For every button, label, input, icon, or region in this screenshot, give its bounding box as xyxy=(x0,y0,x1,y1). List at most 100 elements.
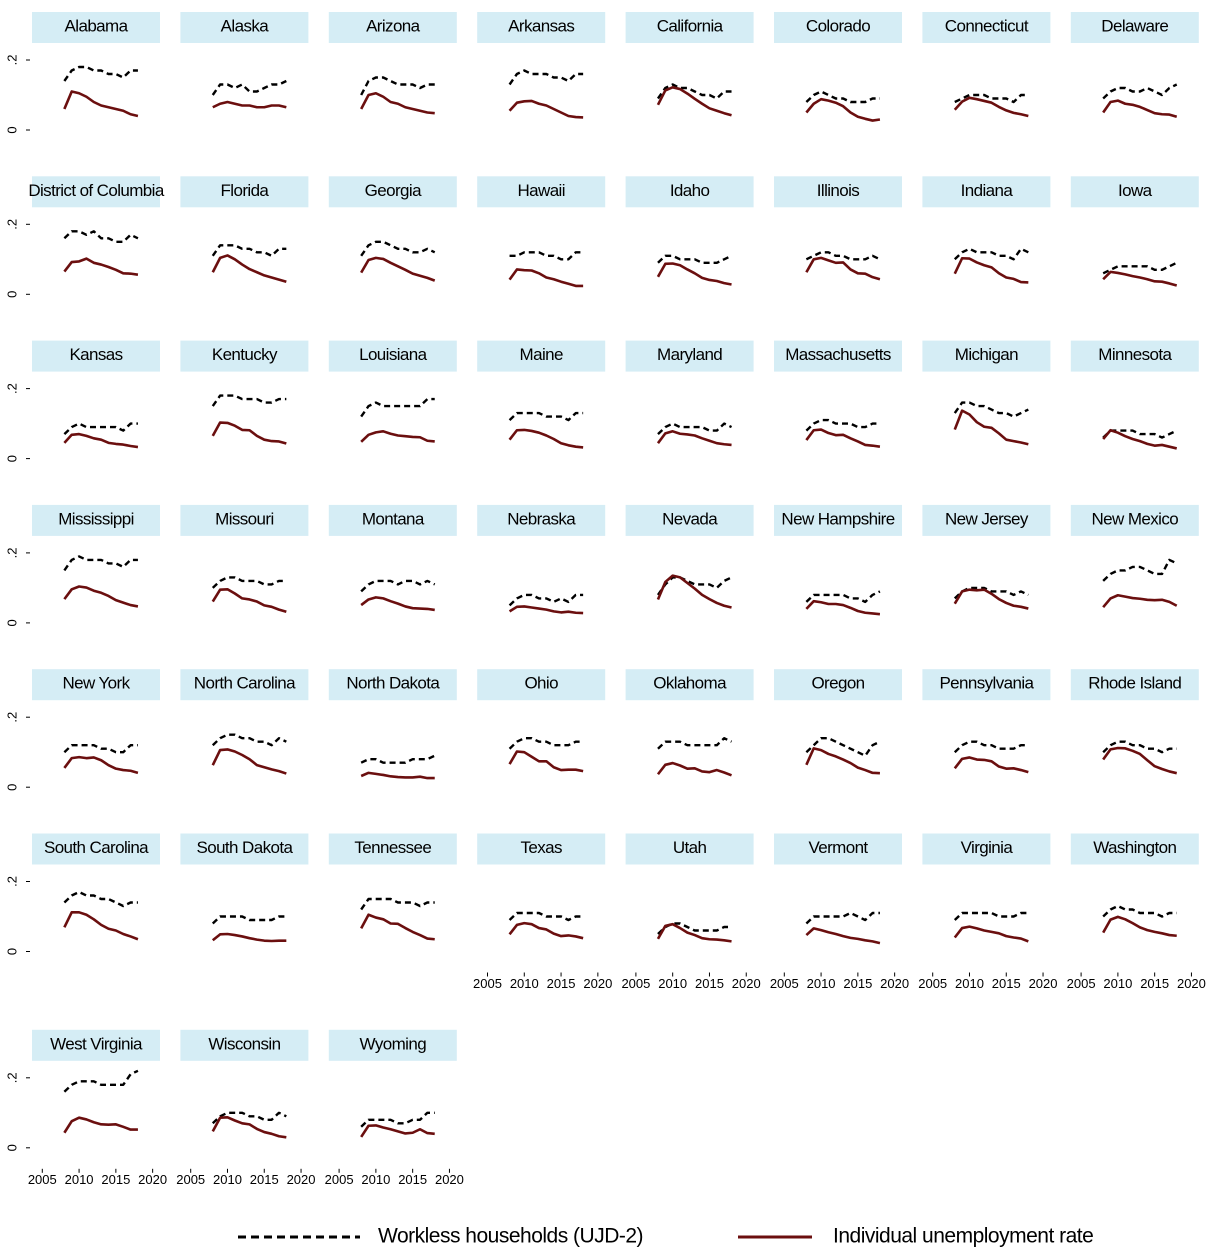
panel-title: Washington xyxy=(1093,838,1176,857)
panel-header xyxy=(328,1029,457,1061)
panel-header xyxy=(180,504,309,536)
panel-header xyxy=(625,176,754,208)
panel-header xyxy=(774,504,902,536)
panel-title: Arkansas xyxy=(508,16,574,35)
panel-header xyxy=(328,669,457,701)
unemployment-line xyxy=(360,91,435,115)
panel-title: West Virginia xyxy=(50,1034,143,1053)
workless-line xyxy=(953,247,1029,261)
unemployment-line xyxy=(63,585,139,608)
unemployment-line xyxy=(211,588,287,613)
x-tick-label: 2010 xyxy=(658,976,687,991)
unemployment-line xyxy=(1102,428,1178,450)
panel-title: Kentucky xyxy=(212,345,278,364)
panel-title: Louisiana xyxy=(359,345,428,364)
panel-title: Nevada xyxy=(662,509,718,528)
workless-line xyxy=(63,65,138,82)
unemployment-line xyxy=(805,97,881,122)
panel-title: South Dakota xyxy=(196,838,293,857)
workless-line xyxy=(63,422,138,435)
workless-line xyxy=(508,737,584,750)
unemployment-line xyxy=(805,927,881,945)
unemployment-line xyxy=(63,257,139,276)
x-tick-label: 2015 xyxy=(101,1172,130,1187)
panel-header xyxy=(477,504,606,536)
unemployment-line xyxy=(656,86,732,117)
x-tick-label: 2015 xyxy=(843,976,872,991)
workless-line xyxy=(360,897,435,911)
y-tick-label: .2 xyxy=(4,876,19,887)
y-tick-label: 0 xyxy=(4,784,19,791)
panel-header xyxy=(625,833,754,865)
panel-title: Maryland xyxy=(657,345,722,364)
panel-title: South Carolina xyxy=(44,838,149,857)
unemployment-line xyxy=(805,428,881,448)
panel-header xyxy=(32,833,160,865)
panel-header xyxy=(328,833,457,865)
panel-title: Iowa xyxy=(1118,181,1153,200)
panel-header xyxy=(922,504,1051,536)
workless-line xyxy=(63,890,138,908)
workless-line xyxy=(63,1069,139,1093)
panel-header xyxy=(328,12,457,43)
panel-header xyxy=(1070,833,1199,865)
workless-line xyxy=(656,576,733,596)
unemployment-line xyxy=(63,911,139,941)
panel-header xyxy=(32,669,160,701)
x-tick-label: 2010 xyxy=(361,1172,390,1187)
unemployment-line xyxy=(508,921,584,940)
workless-line xyxy=(63,744,138,754)
panel-header xyxy=(180,833,309,865)
unemployment-line xyxy=(212,100,287,109)
x-tick-label: 2015 xyxy=(547,976,576,991)
x-tick-label: 2005 xyxy=(473,976,502,991)
panel-title: Hawaii xyxy=(517,181,564,200)
panel-title: Ohio xyxy=(524,674,558,693)
panel-title: Wyoming xyxy=(360,1034,427,1053)
workless-line xyxy=(656,83,732,100)
panel-header xyxy=(180,669,309,701)
workless-line xyxy=(1102,261,1178,275)
panel-header xyxy=(1070,176,1199,208)
unemployment-line xyxy=(953,96,1029,118)
workless-line xyxy=(1102,740,1177,754)
panel-title: Connecticut xyxy=(945,16,1029,35)
panel-header xyxy=(922,340,1051,372)
panel-title: Tennessee xyxy=(354,838,431,857)
y-tick-label: .2 xyxy=(4,712,19,723)
panel-header xyxy=(922,176,1051,208)
workless-line xyxy=(657,737,733,750)
workless-line xyxy=(805,251,881,261)
panel-header xyxy=(477,340,606,372)
panel-header xyxy=(774,176,902,208)
workless-line xyxy=(954,93,1029,104)
panel-header xyxy=(774,833,902,865)
unemployment-line xyxy=(1102,593,1178,608)
unemployment-line xyxy=(953,409,1029,446)
panel-title: Alabama xyxy=(65,16,129,35)
panel-header xyxy=(477,176,606,208)
unemployment-line xyxy=(508,605,584,615)
unemployment-line xyxy=(63,90,139,118)
panel-title: Oregon xyxy=(811,674,864,693)
unemployment-line xyxy=(953,256,1029,284)
workless-line xyxy=(211,1111,287,1125)
workless-line xyxy=(805,418,880,432)
panel-header xyxy=(180,176,309,208)
y-tick-label: .2 xyxy=(4,55,19,66)
workless-line xyxy=(63,555,138,572)
x-tick-label: 2005 xyxy=(918,976,947,991)
panel-title: Wisconsin xyxy=(208,1034,280,1053)
panel-title: Idaho xyxy=(670,181,710,200)
x-tick-label: 2020 xyxy=(732,976,761,991)
x-tick-label: 2005 xyxy=(325,1172,354,1187)
panel-header xyxy=(32,176,160,208)
y-tick-label: 0 xyxy=(4,1144,19,1151)
workless-line xyxy=(657,254,733,264)
workless-line xyxy=(1102,904,1177,918)
y-tick-label: 0 xyxy=(4,126,19,133)
panel-header xyxy=(625,12,754,43)
unemployment-line xyxy=(953,588,1029,610)
panel-header xyxy=(328,176,457,208)
panel-title: Colorado xyxy=(806,16,870,35)
